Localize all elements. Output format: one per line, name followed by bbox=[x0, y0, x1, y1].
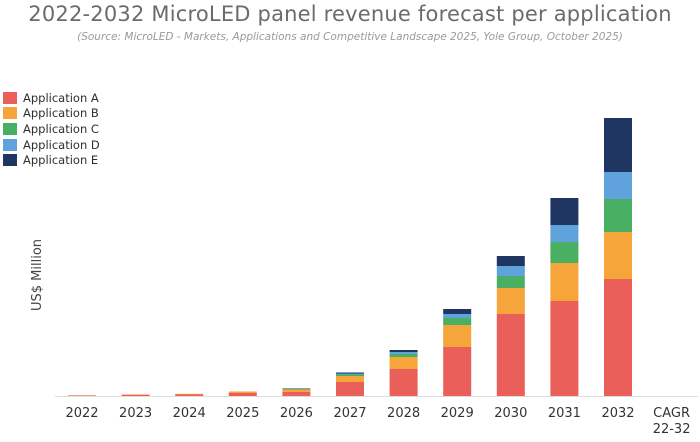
bar-segment-2032-d bbox=[604, 172, 632, 199]
x-tick-2030: 2030 bbox=[494, 406, 527, 421]
x-tick-2022: 2022 bbox=[65, 406, 98, 421]
x-tick-2032: 2032 bbox=[601, 406, 634, 421]
bar-segment-2028-a bbox=[389, 369, 418, 396]
bar-segment-2031-d bbox=[550, 225, 579, 242]
legend-item-e: Application E bbox=[3, 152, 100, 168]
x-tick-2023: 2023 bbox=[119, 406, 152, 421]
chart-subtitle: (Source: MicroLED - Markets, Application… bbox=[77, 31, 623, 43]
bar-segment-2028-b bbox=[389, 357, 418, 369]
x-tick-2026: 2026 bbox=[280, 406, 313, 421]
bar-segment-2030-b bbox=[496, 288, 525, 314]
legend-item-b: Application B bbox=[3, 106, 100, 122]
bar-segment-2027-c bbox=[336, 374, 364, 376]
bar-segment-2032-e bbox=[604, 118, 632, 172]
bar-segment-2029-e bbox=[443, 309, 472, 314]
bar-segment-2030-e bbox=[496, 256, 525, 266]
legend-swatch-a bbox=[3, 91, 17, 104]
bar-segment-2032-b bbox=[604, 232, 632, 279]
legend-label-d: Application D bbox=[23, 137, 100, 152]
bar-segment-2027-b bbox=[336, 376, 364, 382]
x-tick-2024: 2024 bbox=[173, 406, 206, 421]
bar-segment-2024-a bbox=[175, 394, 204, 396]
bar-segment-2028-e bbox=[389, 350, 418, 352]
chart-legend: Application A Application B Application … bbox=[3, 90, 100, 168]
bar-segment-2025-a bbox=[228, 393, 257, 396]
bar-segment-2031-e bbox=[550, 198, 579, 225]
x-tick-2031: 2031 bbox=[548, 406, 581, 421]
legend-swatch-d bbox=[3, 138, 17, 151]
legend-swatch-c bbox=[3, 122, 17, 135]
bar-segment-2026-c bbox=[282, 389, 311, 390]
x-tick-labels: 2022 2023 2024 2025 2026 2027 2028 2029 2030 2031… bbox=[65, 406, 690, 437]
bar-segment-2030-c bbox=[496, 276, 525, 288]
bar-segment-2032-c bbox=[604, 199, 632, 232]
bar-segment-2029-a bbox=[443, 347, 472, 396]
x-tick-2029: 2029 bbox=[441, 406, 474, 421]
bar-segment-2029-c bbox=[443, 318, 472, 325]
x-tick-2027: 2027 bbox=[333, 406, 366, 421]
bar-segment-2027-a bbox=[336, 382, 364, 396]
legend-item-c: Application C bbox=[3, 121, 100, 137]
legend-label-e: Application E bbox=[23, 153, 99, 168]
bar-segment-2022-a bbox=[68, 395, 96, 396]
bar-segment-2024-b bbox=[175, 393, 204, 395]
legend-label-c: Application C bbox=[23, 121, 99, 136]
legend-label-b: Application B bbox=[23, 106, 99, 121]
bar-segment-2028-c bbox=[389, 354, 418, 357]
bar-segment-2029-b bbox=[443, 325, 472, 347]
legend-swatch-b bbox=[3, 107, 17, 120]
bar-segment-2031-a bbox=[550, 301, 579, 396]
legend-item-a: Application A bbox=[3, 90, 100, 106]
bar-segment-2031-b bbox=[550, 263, 579, 301]
bar-segment-2026-e bbox=[282, 388, 311, 389]
bar-segment-2027-e bbox=[336, 372, 364, 374]
bar-segment-2032-a bbox=[604, 279, 632, 396]
bar-segment-2031-c bbox=[550, 242, 579, 263]
bar-segment-2030-d bbox=[496, 266, 525, 276]
chart-title: 2022-2032 MicroLED panel revenue forecas… bbox=[28, 2, 672, 26]
legend-label-a: Application A bbox=[23, 90, 99, 105]
bar-segment-2027-d bbox=[336, 373, 364, 375]
x-tick-2025: 2025 bbox=[226, 406, 259, 421]
bar-segment-2025-b bbox=[228, 391, 257, 393]
legend-item-d: Application D bbox=[3, 137, 100, 153]
x-tick-cagr-line-1: CAGR bbox=[653, 406, 690, 421]
bar-segment-2026-b bbox=[282, 389, 311, 392]
bar-segment-2028-d bbox=[389, 352, 418, 354]
bar-segment-2029-d bbox=[443, 314, 472, 318]
y-axis-label: US$ Million bbox=[30, 239, 45, 311]
x-tick-2028: 2028 bbox=[387, 406, 420, 421]
bar-segment-2030-a bbox=[496, 314, 525, 396]
x-tick-cagr-line-2: 22-32 bbox=[653, 422, 691, 437]
bar-segment-2023-a bbox=[121, 394, 150, 396]
legend-swatch-e bbox=[3, 154, 17, 167]
bars-group bbox=[68, 118, 632, 396]
bar-segment-2023-b bbox=[121, 394, 150, 395]
bar-segment-2026-a bbox=[282, 392, 311, 396]
